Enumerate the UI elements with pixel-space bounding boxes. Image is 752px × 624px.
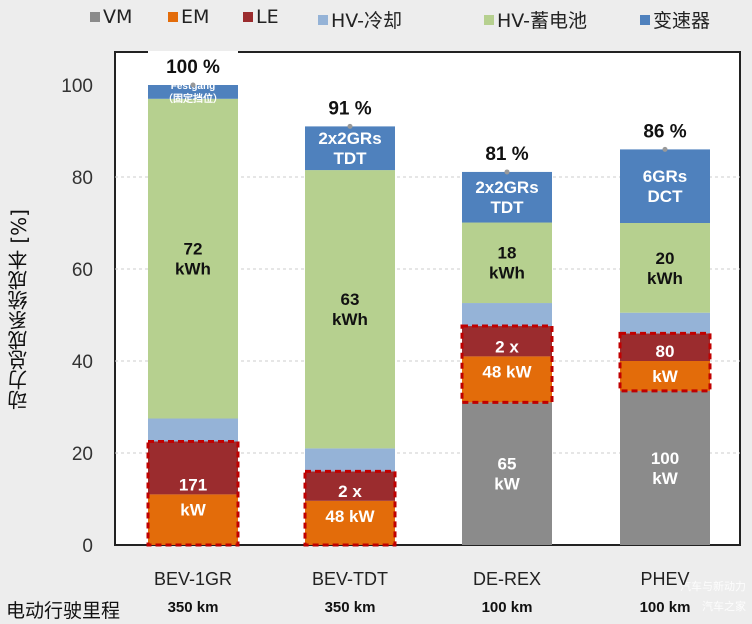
y-tick-label: 60 (72, 260, 93, 281)
x-category-label: BEV-1GR (154, 569, 232, 589)
em-le-highlight-box (460, 324, 554, 404)
watermark-line-1: 汽车与新动力 (680, 581, 746, 593)
total-label: 81 % (485, 144, 528, 165)
legend: VM EM LE HV-冷却 HV-蓄电池 变速器 (0, 6, 752, 33)
data-label: 6GRs (643, 167, 687, 186)
bar-segment (305, 170, 395, 449)
data-label: 48 kW (482, 362, 532, 381)
legend-swatch (243, 12, 253, 22)
data-label: kWh (647, 269, 683, 288)
bar-segment (462, 222, 552, 304)
data-label: kWh (175, 260, 211, 279)
bar-segment (305, 126, 395, 171)
bar-segment (148, 494, 238, 545)
range-value: 350 km (325, 599, 376, 616)
data-label: TDT (490, 198, 524, 217)
legend-item: EM (168, 6, 209, 28)
legend-swatch (318, 14, 328, 25)
legend-label: EM (181, 6, 210, 28)
data-label: （固定挡位） (163, 92, 223, 105)
bar-segment (620, 149, 710, 223)
legend-label: HV-蓄电池 (497, 10, 588, 32)
bar-segment (462, 356, 552, 403)
data-label: kWh (332, 310, 368, 329)
legend-item: HV-冷却 (318, 6, 402, 33)
bar-segment (620, 312, 710, 334)
range-value: 100 km (640, 599, 691, 616)
y-tick-label: 40 (72, 352, 93, 373)
data-label: TDT (333, 149, 367, 168)
data-label: 171 (179, 475, 207, 494)
data-label: 2 x (338, 482, 362, 501)
y-tick-label: 0 (82, 536, 93, 557)
legend-label: LE (256, 6, 279, 28)
data-label: 2 x (495, 337, 519, 356)
total-label-bg (148, 51, 238, 77)
bar-segment (620, 361, 710, 391)
data-label: 18 (498, 244, 517, 263)
data-label: kW (180, 500, 206, 519)
legend-item: LE (243, 6, 279, 28)
total-label: 91 % (328, 98, 371, 119)
legend-label: HV-冷却 (331, 10, 403, 32)
legend-item: VM (90, 6, 132, 28)
data-label: 20 (656, 249, 675, 268)
data-label: kWh (489, 264, 525, 283)
data-label: DCT (648, 187, 684, 206)
total-marker (504, 169, 510, 175)
range-value: 350 km (168, 599, 219, 616)
bar-segment (148, 418, 238, 442)
total-marker (662, 146, 668, 152)
range-row-title: 电动行驶里程 (6, 600, 121, 622)
total-marker (347, 123, 353, 129)
data-label: 100 (651, 449, 679, 468)
y-tick-label: 20 (72, 444, 93, 465)
bar-segment (305, 471, 395, 501)
data-label: 65 (498, 455, 517, 474)
bar-segment (462, 326, 552, 357)
bar-segment (305, 448, 395, 472)
bar-segment (462, 402, 552, 545)
bar-segment (148, 85, 238, 99)
legend-item: HV-蓄电池 (484, 6, 587, 33)
range-value: 100 km (482, 599, 533, 616)
bar-segment (620, 390, 710, 545)
em-le-highlight-box (146, 440, 240, 547)
data-label: kW (652, 469, 678, 488)
bar-segment (462, 171, 552, 223)
bar-segment (462, 303, 552, 327)
bar-segment (148, 441, 238, 495)
legend-swatch (640, 14, 650, 25)
bar-segment (620, 333, 710, 361)
data-label: kW (494, 475, 520, 494)
data-label: 48 kW (325, 507, 375, 526)
total-label: 86 % (643, 121, 686, 142)
y-tick-label: 80 (72, 168, 93, 189)
x-category-label: DE-REX (473, 569, 541, 589)
legend-swatch (484, 14, 494, 25)
x-category-label: BEV-TDT (312, 569, 388, 589)
data-label: 2x2GRs (475, 178, 538, 197)
em-le-highlight-box (303, 469, 397, 547)
data-label: 72 (184, 240, 203, 259)
legend-label: VM (103, 6, 133, 28)
legend-item: 变速器 (640, 6, 710, 33)
bar-segment (148, 98, 238, 419)
em-le-highlight-box (618, 331, 712, 393)
data-label: 63 (341, 290, 360, 309)
data-label: kW (652, 367, 678, 386)
total-label: 100 % (166, 57, 220, 78)
data-label: 80 (656, 342, 675, 361)
data-label: 2x2GRs (318, 129, 381, 148)
legend-swatch (90, 12, 100, 22)
x-category-label: PHEV (640, 569, 689, 589)
bar-segment (620, 223, 710, 313)
total-marker (190, 82, 196, 88)
bar-segment (305, 500, 395, 545)
watermark-line-2: 汽车之家 (702, 601, 746, 613)
legend-swatch (168, 12, 178, 22)
y-tick-label: 100 (61, 76, 93, 97)
legend-label: 变速器 (653, 10, 711, 32)
